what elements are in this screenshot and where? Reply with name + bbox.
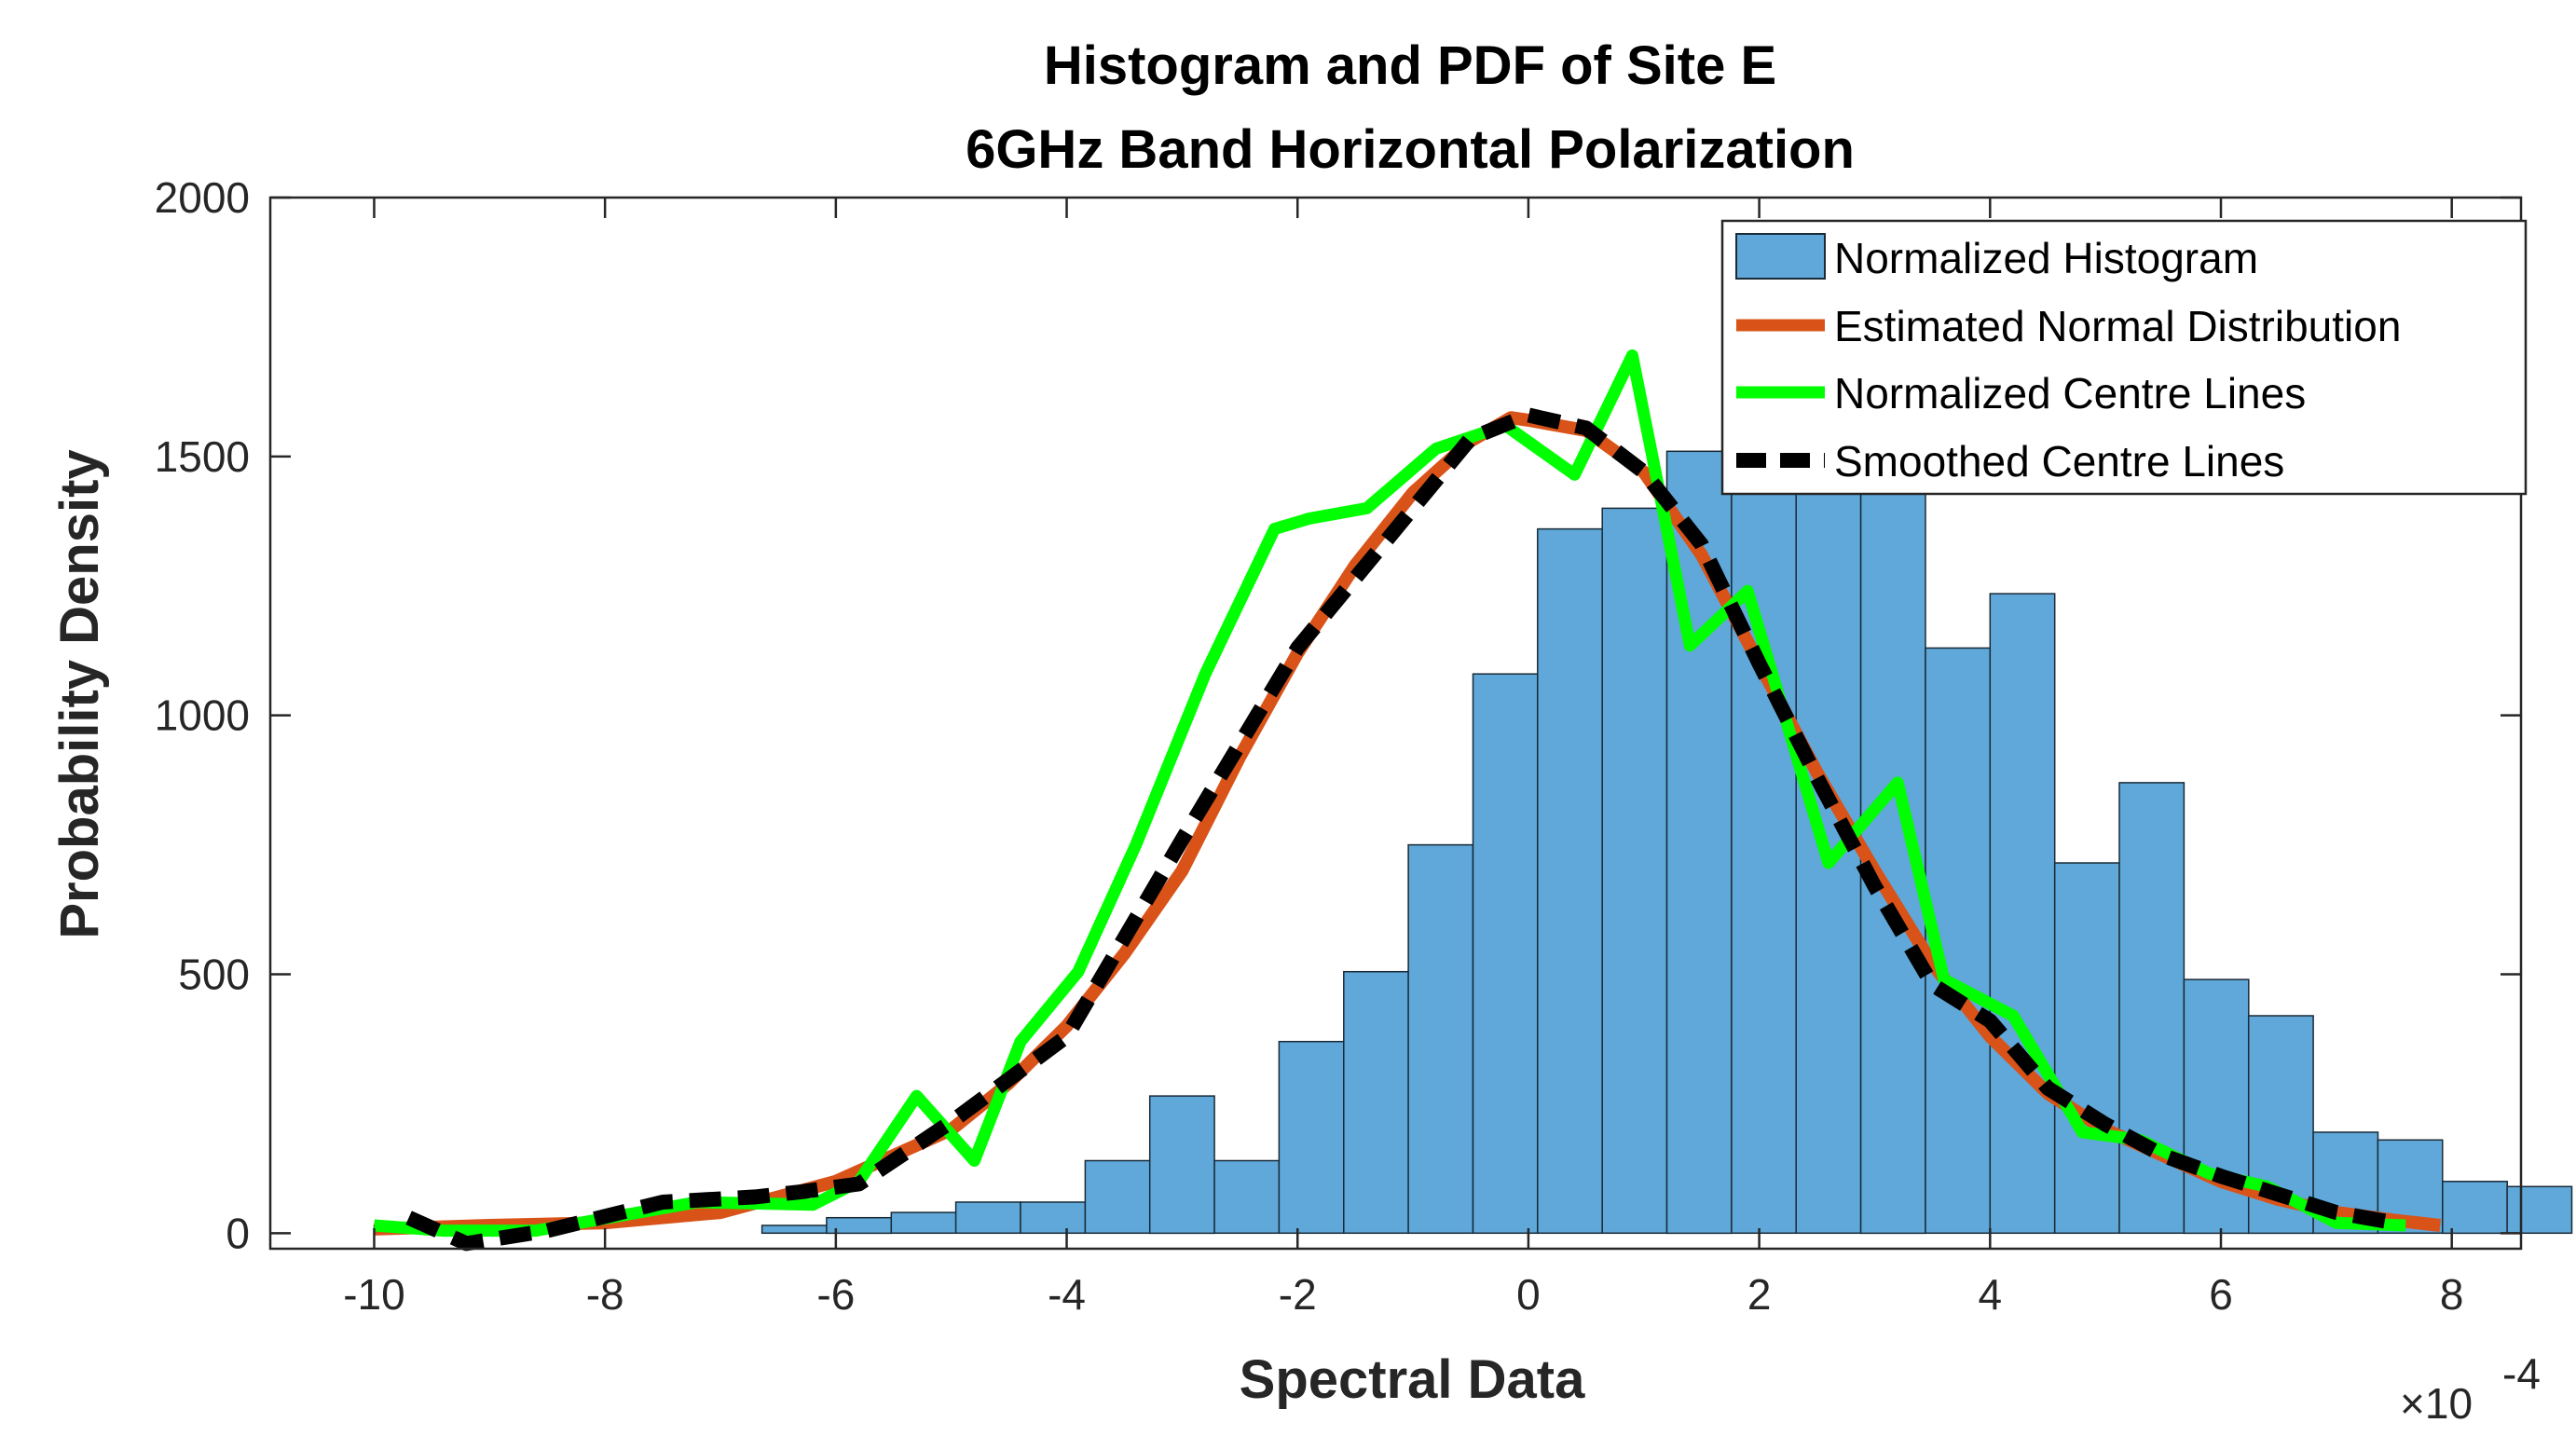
histogram-bar	[1989, 593, 2056, 1235]
histogram-bar	[2506, 1185, 2573, 1235]
legend-label-smoothed: Smoothed Centre Lines	[1834, 437, 2284, 486]
x-axis-label: Spectral Data	[1240, 1349, 1585, 1410]
x-tick-label: 8	[2440, 1270, 2464, 1319]
histogram-bar	[954, 1201, 1021, 1235]
x-tick-label: 2	[1747, 1270, 1772, 1319]
legend-label-histogram: Normalized Histogram	[1834, 234, 2258, 282]
chart-title-line-2: 6GHz Band Horizontal Polarization	[966, 119, 1855, 180]
y-axis-label: Probability Density	[49, 449, 110, 938]
plot-area	[373, 349, 2573, 1252]
histogram-bar	[2183, 978, 2250, 1235]
x-tick-label: -2	[1279, 1270, 1317, 1319]
x-tick-label: -6	[816, 1270, 855, 1319]
y-tick-label: 2000	[155, 173, 250, 222]
x-exponent-base: ×10	[2400, 1379, 2473, 1428]
histogram-bar	[1601, 507, 1668, 1235]
x-exponent-label: ×10 -4	[2400, 1349, 2541, 1428]
y-tick-label: 500	[178, 950, 250, 998]
legend-label-normal: Estimated Normal Distribution	[1834, 302, 2401, 350]
legend-swatch-histogram	[1735, 233, 1826, 280]
x-tick-label: 0	[1516, 1270, 1541, 1319]
legend-label-centre: Normalized Centre Lines	[1834, 369, 2306, 417]
x-exponent-power: -4	[2502, 1349, 2541, 1398]
histogram-bar	[1343, 970, 1409, 1235]
histogram-bar	[1148, 1095, 1215, 1235]
x-tick-label: -10	[343, 1270, 404, 1319]
legend-box	[1720, 219, 2528, 496]
x-tick-label: 4	[1979, 1270, 2003, 1319]
histogram-bar	[1278, 1040, 1345, 1235]
axes: -10 -8 -6 -4 -2 0 2 4 6 8 0 500 1000 1500 2000	[155, 173, 2523, 1319]
histogram-bar	[1537, 527, 1603, 1235]
histogram-bar	[2053, 862, 2120, 1235]
histogram-bar	[1213, 1159, 1281, 1235]
smoothed-centre-lines-line	[405, 407, 2396, 1252]
y-tick-label: 1000	[155, 691, 250, 740]
histogram-bar	[760, 1224, 828, 1235]
histogram-bar	[2442, 1181, 2508, 1235]
y-tick-label: 1500	[155, 432, 250, 481]
chart-title-line-1: Histogram and PDF of Site E	[1044, 35, 1776, 96]
axes-box	[268, 196, 2523, 1251]
x-tick-label: -4	[1048, 1270, 1086, 1319]
histogram-bar	[1472, 673, 1539, 1235]
x-tick-label: -8	[586, 1270, 624, 1319]
histogram-bar	[890, 1211, 957, 1235]
histogram-bar	[1407, 843, 1474, 1235]
histogram-bar	[1084, 1159, 1151, 1235]
histogram-bar	[1020, 1201, 1087, 1235]
y-tick-label: 0	[226, 1209, 250, 1257]
legend: Normalized Histogram Estimated Normal Di…	[1720, 219, 2528, 496]
histogram-bar	[1731, 445, 1798, 1235]
x-tick-label: 6	[2209, 1270, 2233, 1319]
